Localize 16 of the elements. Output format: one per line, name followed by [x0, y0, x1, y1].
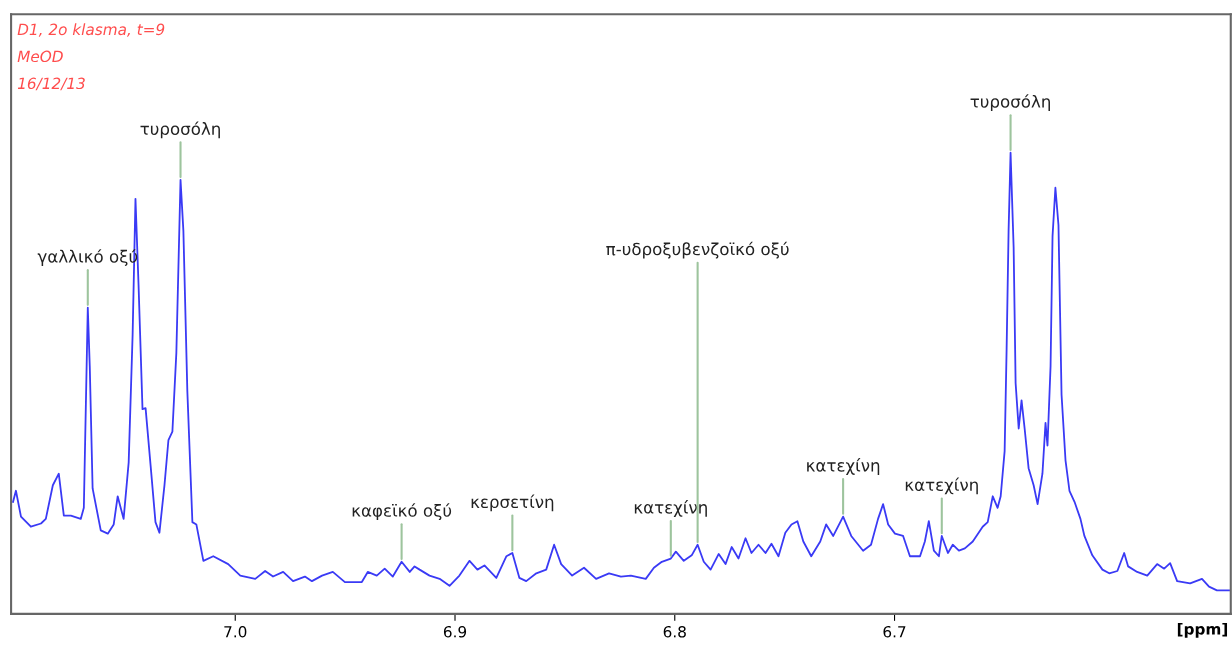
x-axis-title: [ppm] [1177, 622, 1228, 638]
annotation: κατεχίνη [905, 477, 978, 495]
text: D1, 2o klasma, t=9 [17, 23, 165, 37]
annotation: π-υδροξυβενζοϊκό οξύ [606, 241, 789, 259]
x-tick-label: 7.0 [224, 625, 247, 638]
x-tick-label: 6.9 [443, 625, 467, 638]
annotation: κερσετίνη [471, 494, 554, 512]
annotation: κατεχίνη [634, 500, 707, 517]
text: 16/12/13 [17, 77, 85, 91]
annotation: καφεϊκό οξύ [352, 503, 452, 521]
x-tick-label: 6.8 [663, 625, 686, 638]
text: MeOD [17, 50, 63, 63]
annotation: τυροσόλη [970, 94, 1050, 112]
annotation: τυροσόλη [140, 121, 220, 139]
annotation: κατεχίνη [807, 458, 880, 475]
x-tick-label: 6.7 [883, 625, 906, 638]
